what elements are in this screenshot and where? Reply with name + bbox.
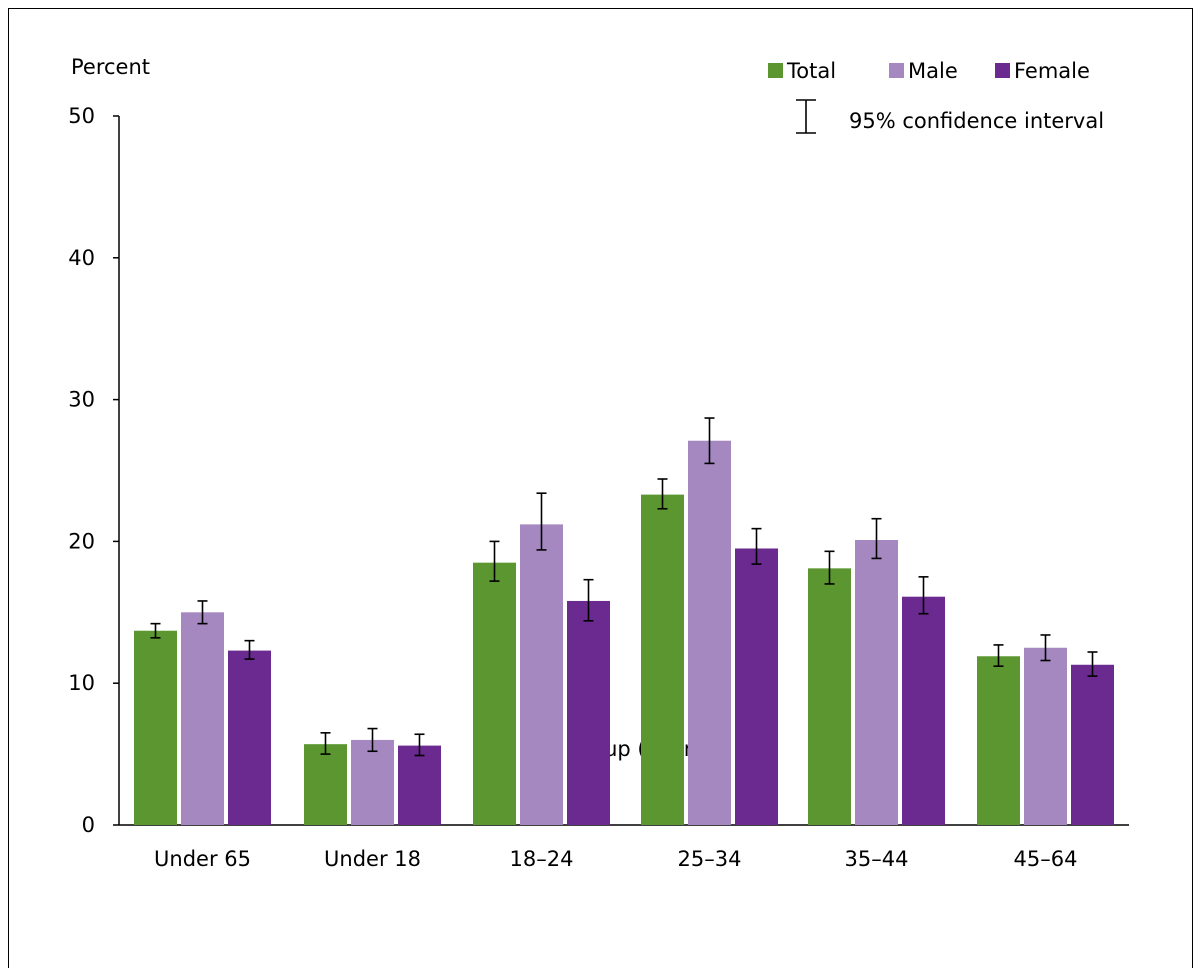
- x-tick-label: Under 65: [154, 847, 251, 871]
- y-tick-label: 20: [68, 529, 95, 553]
- x-tick-labels: Under 65 Under 18 18–24 25–34 35–44 45–64: [154, 847, 1077, 871]
- bar: [1024, 647, 1067, 825]
- bar: [735, 548, 778, 825]
- legend-label: Male: [908, 59, 958, 83]
- bar: [567, 600, 610, 825]
- y-tick-label: 40: [68, 246, 95, 270]
- bar: [520, 524, 563, 825]
- bar: [351, 739, 394, 825]
- x-tick-label: 25–34: [678, 847, 742, 871]
- bar: [181, 612, 224, 825]
- bar-group: [808, 517, 945, 825]
- y-tick-label: 50: [68, 104, 95, 128]
- legend-swatch: [889, 63, 904, 78]
- bar: [808, 568, 851, 825]
- chart-frame: Percent Age group (years) Total Male Femal…: [8, 8, 1193, 968]
- bar: [398, 745, 441, 825]
- bar: [228, 650, 271, 825]
- legend-swatch: [768, 63, 783, 78]
- bar: [473, 562, 516, 825]
- bar-group: [641, 417, 778, 825]
- bar-group: [304, 727, 441, 825]
- bar: [1071, 664, 1114, 825]
- bar-group: [134, 600, 271, 825]
- bars: [134, 417, 1114, 825]
- bar-group: [473, 492, 610, 825]
- y-tick-label: 30: [68, 388, 95, 412]
- legend-label: Total: [786, 59, 836, 83]
- x-tick-label: Under 18: [324, 847, 421, 871]
- legend: Total Male Female 95% confidence interval: [768, 59, 1104, 134]
- bar: [977, 656, 1020, 825]
- y-axis-label: Percent: [71, 55, 150, 79]
- ci-legend-label: 95% confidence interval: [849, 109, 1104, 133]
- bar: [641, 494, 684, 825]
- bar: [855, 539, 898, 825]
- legend-label: Female: [1014, 59, 1090, 83]
- legend-swatch: [995, 63, 1010, 78]
- y-tick-label: 10: [68, 671, 95, 695]
- x-tick-label: 45–64: [1014, 847, 1078, 871]
- y-tick-label: 0: [82, 813, 95, 837]
- axes: 0 10 20 30 40 50: [68, 104, 1129, 837]
- bar: [902, 596, 945, 825]
- bar-chart: Percent Age group (years) Total Male Femal…: [68, 55, 1129, 871]
- bar: [688, 440, 731, 825]
- bar-group: [977, 634, 1114, 825]
- x-tick-label: 18–24: [510, 847, 574, 871]
- bar: [304, 744, 347, 825]
- bar: [134, 630, 177, 825]
- x-tick-label: 35–44: [845, 847, 909, 871]
